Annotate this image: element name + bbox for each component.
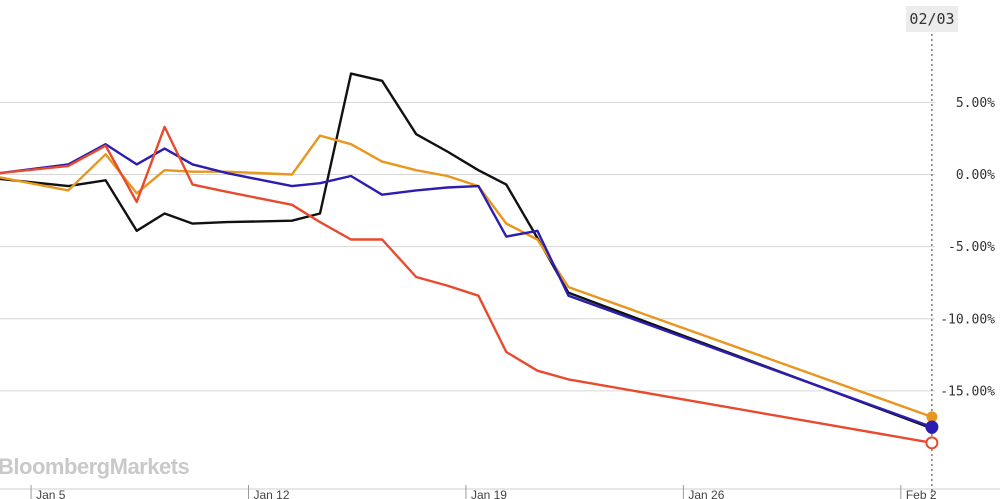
gridlines (0, 101, 935, 392)
x-tick-label: Jan 5 (36, 488, 66, 499)
series-end-marker (925, 420, 939, 434)
series-line[interactable] (0, 72, 934, 430)
series-end-marker (925, 436, 939, 450)
y-axis-ticks: 5.00% 0.00% -5.00% -10.00% -15.00% (940, 96, 995, 399)
end-markers (925, 411, 939, 450)
y-tick-label: 0.00% (956, 168, 995, 183)
date-badge-background (906, 6, 958, 32)
series-line[interactable] (0, 125, 934, 444)
bloomberg-logo: BloombergMarkets (0, 454, 190, 479)
series-line[interactable] (0, 142, 934, 429)
x-tick-label: Jan 12 (254, 488, 290, 499)
y-tick-label: -10.00% (940, 312, 995, 327)
series-lines[interactable] (0, 72, 934, 444)
x-tick-label: Feb 2 (906, 488, 937, 499)
series-end-marker (926, 411, 938, 423)
x-axis: Jan 5 Jan 12 Jan 19 Jan 26 Feb 2 (0, 485, 1000, 499)
date-badge-label: 02/03 (909, 10, 954, 28)
y-tick-label: -5.00% (948, 240, 995, 255)
series-line[interactable] (0, 134, 934, 419)
x-tick-label: Jan 26 (688, 488, 724, 499)
x-tick-label: Jan 19 (471, 488, 507, 499)
y-tick-label: -15.00% (940, 384, 995, 399)
y-tick-label: 5.00% (956, 96, 995, 111)
date-badge: 02/03 (906, 6, 958, 32)
